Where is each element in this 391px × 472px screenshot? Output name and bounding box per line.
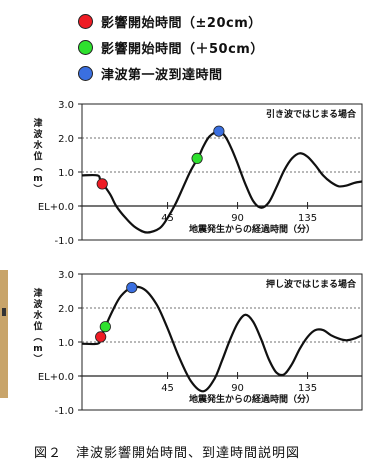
event-marker bbox=[126, 282, 138, 294]
y-axis-label-char: ︶ bbox=[32, 183, 42, 195]
event-marker bbox=[99, 321, 111, 333]
legend-item-red: 影響開始時間（±20cm） bbox=[78, 8, 264, 34]
y-axis-label-char: 水 bbox=[33, 139, 43, 151]
x-tick-label: 90 bbox=[231, 213, 244, 224]
x-tick-label: 135 bbox=[298, 213, 317, 224]
y-tick-label: 2.0 bbox=[58, 304, 74, 315]
legend: 影響開始時間（±20cm） 影響開始時間（＋50cm） 津波第一波到達時間 bbox=[78, 8, 264, 86]
y-axis-label-char: m bbox=[33, 174, 42, 184]
chart-ebb-start: 3.02.01.0EL+0.0-1.045 90 135地震発生からの経過時間（分）… bbox=[32, 100, 363, 247]
water-level-curve bbox=[81, 285, 363, 393]
red-circle-icon bbox=[78, 13, 93, 29]
y-axis-label-char: ︶ bbox=[32, 353, 42, 365]
blue-circle-icon bbox=[78, 65, 93, 81]
legend-item-blue: 津波第一波到達時間 bbox=[78, 60, 264, 86]
y-axis-label-char: ︵ bbox=[32, 163, 42, 173]
event-marker bbox=[96, 178, 108, 190]
y-tick-label: EL+0.0 bbox=[38, 202, 74, 213]
legend-label: 影響開始時間（±20cm） bbox=[101, 15, 262, 31]
legend-label: 津波第一波到達時間 bbox=[101, 67, 223, 83]
chart-title: 引き波ではじまる場合 bbox=[266, 108, 357, 120]
y-axis-label-char: 津 bbox=[33, 117, 42, 129]
chart-flood-start: 3.0 2.0 1.0 EL+0.0 -1.0 45 90 135地震発生からの経過時間（分）… bbox=[32, 270, 363, 417]
chart-title: 押し波ではじまる場合 bbox=[266, 278, 357, 290]
figure-caption: 図２ 津波影響開始時間、到達時間説明図 bbox=[34, 446, 301, 461]
y-tick-label: -1.0 bbox=[54, 406, 74, 417]
y-axis-label-char: ︵ bbox=[32, 333, 42, 343]
y-tick-label: 3.0 bbox=[58, 100, 74, 111]
y-axis-label-char: 津 bbox=[33, 287, 42, 299]
x-tick-label: 135 bbox=[298, 383, 317, 394]
y-axis-label-char: m bbox=[33, 344, 42, 354]
y-axis-label-char: 位 bbox=[33, 320, 42, 332]
x-tick-label: 90 bbox=[231, 383, 244, 394]
y-tick-label: EL+0.0 bbox=[38, 372, 74, 383]
y-tick-label: 1.0 bbox=[58, 338, 74, 349]
green-circle-icon bbox=[78, 39, 93, 55]
x-tick-label: 45 bbox=[161, 383, 174, 394]
edge-mark bbox=[2, 308, 6, 316]
y-tick-label: 1.0 bbox=[58, 168, 74, 179]
y-axis-label-char: 波 bbox=[33, 298, 43, 310]
y-axis-label-char: 波 bbox=[33, 128, 43, 140]
x-axis-label: 地震発生からの経過時間（分） bbox=[189, 223, 315, 235]
x-axis-label: 地震発生からの経過時間（分） bbox=[189, 393, 315, 405]
y-tick-label: 2.0 bbox=[58, 134, 74, 145]
event-marker bbox=[213, 125, 225, 137]
y-axis-label-char: 水 bbox=[33, 309, 43, 321]
y-axis-label-char: 位 bbox=[33, 150, 42, 162]
water-level-curve bbox=[81, 130, 363, 234]
y-tick-label: -1.0 bbox=[54, 236, 74, 247]
event-marker bbox=[191, 152, 203, 165]
y-tick-label: 3.0 bbox=[58, 270, 74, 281]
event-marker bbox=[95, 331, 107, 343]
legend-item-green: 影響開始時間（＋50cm） bbox=[78, 34, 264, 60]
left-edge-strip bbox=[0, 270, 8, 398]
legend-label: 影響開始時間（＋50cm） bbox=[101, 41, 264, 57]
